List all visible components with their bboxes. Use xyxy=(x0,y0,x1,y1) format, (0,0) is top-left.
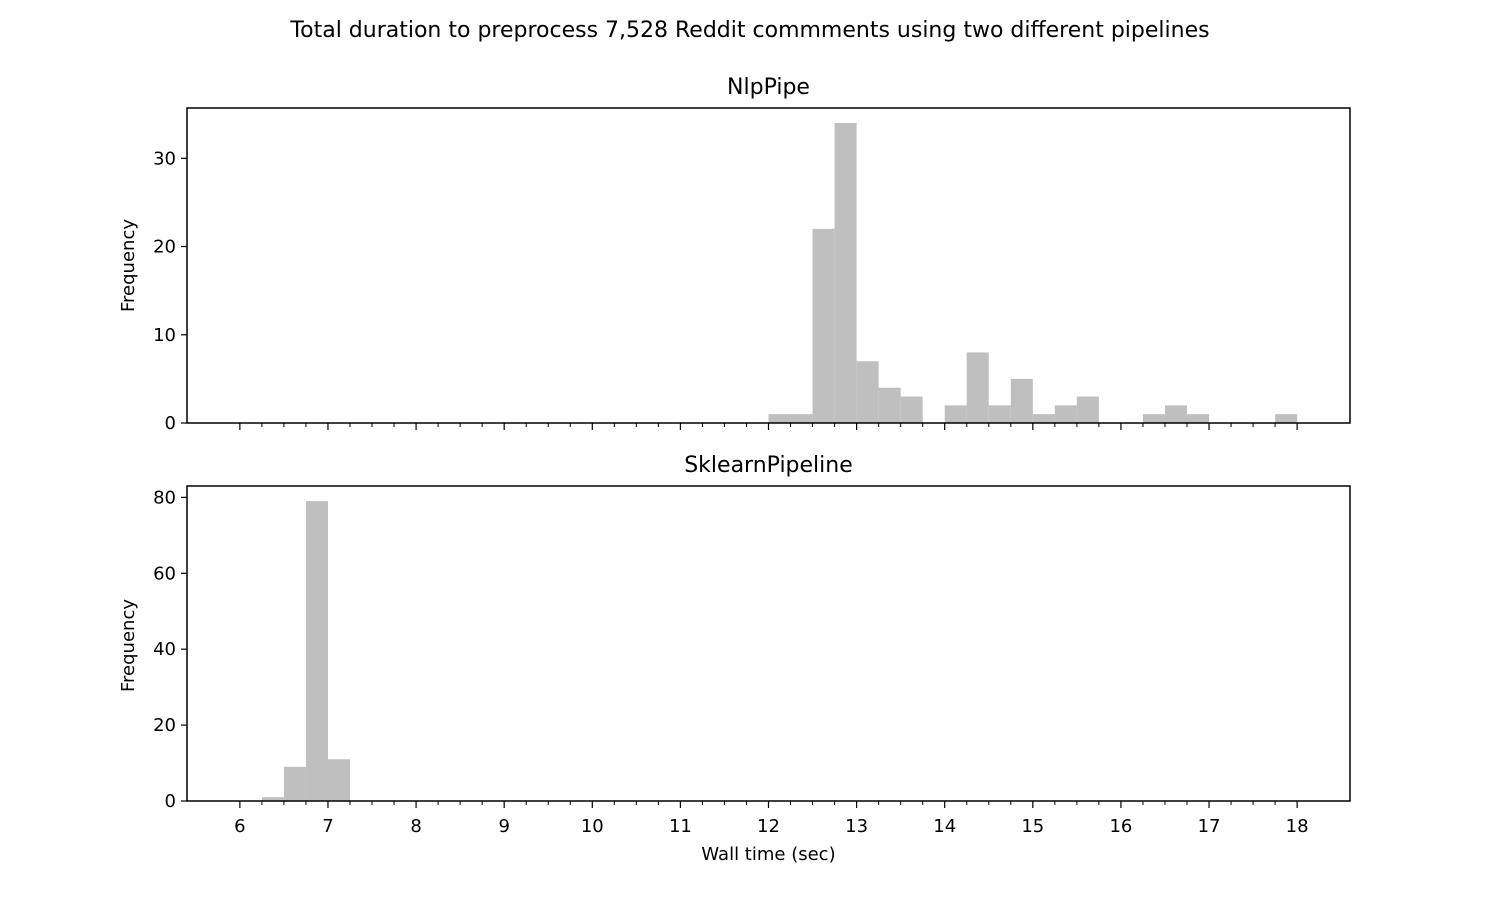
histogram-bar xyxy=(1187,414,1210,423)
x-tick-label: 13 xyxy=(845,816,868,837)
x-tick-label: 12 xyxy=(757,816,780,837)
y-tick-label: 20 xyxy=(153,715,176,736)
x-tick-label: 8 xyxy=(410,816,421,837)
histogram-bar xyxy=(988,405,1011,423)
x-tick-label: 17 xyxy=(1198,816,1221,837)
histogram-bar xyxy=(1054,405,1077,423)
y-axis-label: Frequency xyxy=(118,599,139,692)
y-axis-label: Frequency xyxy=(118,219,139,312)
x-tick-label: 7 xyxy=(322,816,333,837)
plot-frame xyxy=(186,107,1351,424)
y-tick-label: 60 xyxy=(153,563,176,584)
x-tick-label: 10 xyxy=(581,816,604,837)
y-tick-label: 0 xyxy=(165,413,176,434)
x-tick-label: 15 xyxy=(1021,816,1044,837)
histogram-bar xyxy=(283,766,306,801)
x-tick-label: 11 xyxy=(669,816,692,837)
histogram-bar xyxy=(834,123,857,423)
histogram-bar xyxy=(1076,396,1099,423)
x-tick-label: 18 xyxy=(1286,816,1309,837)
histogram-bar xyxy=(1010,378,1033,423)
x-tick-label: 16 xyxy=(1109,816,1132,837)
histogram-bar xyxy=(261,797,284,801)
y-tick-label: 80 xyxy=(153,487,176,508)
x-axis-label: Wall time (sec) xyxy=(701,844,835,865)
histogram-bar xyxy=(1275,414,1298,423)
figure-title: Total duration to preprocess 7,528 Reddi… xyxy=(289,18,1209,43)
histogram-bar xyxy=(1164,405,1188,423)
x-tick-label: 9 xyxy=(498,816,509,837)
histogram-bar xyxy=(856,361,879,423)
histogram-bar xyxy=(790,414,813,423)
histogram-bar xyxy=(966,352,989,423)
histogram-bar xyxy=(327,759,350,801)
histogram-bar xyxy=(1142,414,1165,423)
y-tick-label: 40 xyxy=(153,639,176,660)
ticks-group: 0 10 20 30 xyxy=(153,148,1298,434)
y-tick-label: 0 xyxy=(165,791,176,812)
histogram-bar xyxy=(878,387,901,423)
plot-frame xyxy=(186,485,1351,802)
bars-group xyxy=(261,501,350,801)
x-tick-label: 14 xyxy=(933,816,956,837)
chart-nlppipe: NlpPipe Frequency 0 10 20 30 xyxy=(118,75,1351,434)
x-tick-label: 6 xyxy=(234,816,245,837)
chart-sklearnpipeline: SklearnPipeline Frequency Wall time (sec… xyxy=(118,453,1351,865)
histogram-bar xyxy=(305,501,328,801)
chart-title: NlpPipe xyxy=(727,75,810,100)
ticks-group: 0 20 40 60 80 6 7 8 9 10 11 12 13 14 15 16 17 18 xyxy=(153,487,1308,837)
histogram-bar xyxy=(812,228,835,423)
histogram-bar xyxy=(944,405,967,423)
histogram-bar xyxy=(768,414,791,423)
y-tick-label: 30 xyxy=(153,148,176,169)
chart-title: SklearnPipeline xyxy=(684,453,853,478)
histogram-bar xyxy=(900,396,923,423)
y-tick-label: 20 xyxy=(153,237,176,258)
y-tick-label: 10 xyxy=(153,325,176,346)
bars-group xyxy=(768,123,1298,423)
histogram-bar xyxy=(1032,414,1055,423)
